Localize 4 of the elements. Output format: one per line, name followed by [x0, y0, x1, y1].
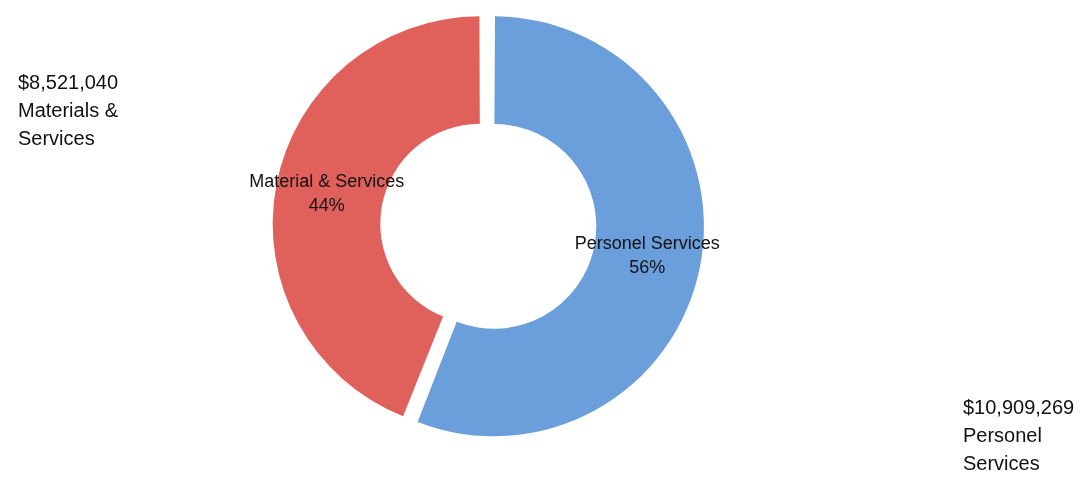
text: $10,909,269 Personel Services: [963, 395, 1075, 476]
text: $8,521,040 Materials & Services: [18, 70, 119, 151]
data-label: 44%: [308, 195, 345, 216]
data-label: 56%: [629, 256, 666, 277]
